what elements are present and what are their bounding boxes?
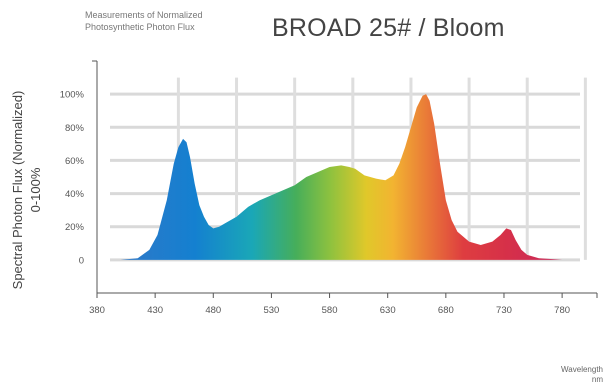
chart-note-line2: Photosynthetic Photon Flux bbox=[85, 22, 195, 32]
x-tick-label-0: 380 bbox=[89, 305, 105, 316]
y-tick-label-3: 60% bbox=[65, 156, 85, 167]
x-tick-label-7: 730 bbox=[496, 305, 512, 316]
y-axis-label-line2: 0-100% bbox=[28, 167, 43, 212]
x-tick-label-4: 580 bbox=[322, 305, 338, 316]
y-tick-label-4: 80% bbox=[65, 123, 85, 134]
chart-note: Measurements of Normalized Photosyntheti… bbox=[85, 9, 203, 33]
chart-title: BROAD 25# / Bloom bbox=[272, 14, 505, 42]
spectrum-area-group bbox=[120, 94, 563, 260]
x-tick-label-2: 480 bbox=[205, 305, 221, 316]
y-tick-label-0: 0 bbox=[79, 255, 84, 266]
x-tick-label-3: 530 bbox=[263, 305, 279, 316]
x-tick-label-6: 680 bbox=[438, 305, 454, 316]
axes-group bbox=[92, 60, 598, 298]
y-tick-label-1: 20% bbox=[65, 222, 85, 233]
x-tick-labels: 380 430 480 530 580 630 680 730 780 bbox=[89, 293, 570, 316]
x-tick-label-5: 630 bbox=[380, 305, 396, 316]
y-axis-label-line1: Spectral Photon Flux (Normalized) bbox=[10, 91, 25, 290]
chart-note-line1: Measurements of Normalized bbox=[85, 10, 203, 20]
x-axis-label-line2: nm bbox=[592, 375, 603, 384]
y-tick-label-2: 40% bbox=[65, 189, 85, 200]
y-tick-labels: 0 20% 40% 60% 80% 100% bbox=[60, 90, 85, 267]
y-tick-label-5: 100% bbox=[60, 90, 85, 101]
x-axis-label-line1: Wavelength bbox=[561, 365, 603, 374]
x-tick-label-1: 430 bbox=[147, 305, 163, 316]
spectrum-area bbox=[120, 94, 563, 260]
x-tick-label-8: 780 bbox=[554, 305, 570, 316]
